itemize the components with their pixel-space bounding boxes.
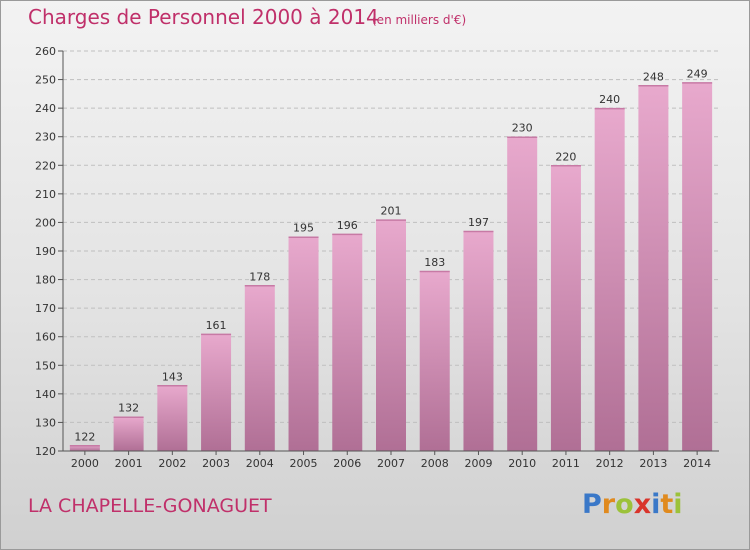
x-tick-label: 2014 (683, 457, 711, 470)
bar (550, 165, 581, 452)
y-tick-label: 170 (35, 302, 56, 315)
y-tick-label: 180 (35, 274, 56, 287)
y-tick-label: 120 (35, 445, 56, 458)
y-tick-label: 210 (35, 188, 56, 201)
bar (507, 136, 538, 451)
x-tick-label: 2006 (333, 457, 361, 470)
y-tick-label: 240 (35, 102, 56, 115)
data-label: 197 (468, 216, 489, 229)
data-label: 122 (74, 430, 95, 443)
chart-title: Charges de Personnel 2000 à 2014 (28, 5, 379, 29)
bar (594, 108, 625, 452)
bar (419, 271, 450, 451)
data-label: 178 (249, 270, 270, 283)
data-label: 220 (555, 150, 576, 163)
x-tick-label: 2007 (377, 457, 405, 470)
y-tick-label: 220 (35, 159, 56, 172)
y-tick-label: 260 (35, 45, 56, 58)
logo-letter: r (601, 489, 616, 520)
x-tick-label: 2012 (596, 457, 624, 470)
bar (376, 219, 406, 451)
x-tick-label: 2002 (158, 457, 186, 470)
x-tick-label: 2004 (246, 457, 274, 470)
data-label: 132 (118, 402, 139, 415)
data-label: 196 (337, 219, 358, 232)
data-label: 248 (643, 70, 664, 83)
y-tick-label: 190 (35, 245, 56, 258)
x-tick-label: 2003 (202, 457, 230, 470)
chart-subtitle: (en milliers d'€) (372, 13, 467, 27)
data-label: 143 (162, 370, 183, 383)
data-label: 183 (424, 256, 445, 269)
bar (682, 82, 713, 451)
x-tick-label: 2000 (71, 457, 99, 470)
data-label: 195 (293, 222, 314, 235)
y-tick-label: 230 (35, 131, 56, 144)
bar (113, 416, 144, 451)
data-label: 201 (381, 205, 402, 218)
logo-letter: i (651, 489, 661, 520)
logo-letter: i (673, 489, 683, 520)
x-tick-label: 2009 (464, 457, 492, 470)
x-tick-label: 2011 (552, 457, 580, 470)
logo-letter: x (633, 489, 652, 520)
y-tick-label: 140 (35, 388, 56, 401)
data-label: 161 (206, 319, 227, 332)
logo-letter: o (615, 489, 634, 520)
x-tick-label: 2005 (290, 457, 318, 470)
bar (201, 333, 232, 451)
bar (69, 445, 100, 451)
bar (463, 231, 494, 451)
bar (288, 236, 319, 451)
proxiti-logo: Proxiti (582, 489, 683, 520)
x-tick-label: 2010 (508, 457, 536, 470)
bar (244, 285, 275, 451)
x-tick-label: 2001 (115, 457, 143, 470)
data-label: 249 (687, 67, 708, 80)
y-tick-label: 160 (35, 331, 56, 344)
y-tick-label: 250 (35, 74, 56, 87)
x-tick-label: 2008 (421, 457, 449, 470)
bar (157, 385, 188, 451)
bar (332, 233, 363, 451)
y-tick-label: 200 (35, 216, 56, 229)
place-name: LA CHAPELLE-GONAGUET (28, 495, 272, 517)
bar (638, 85, 669, 452)
x-tick-label: 2013 (639, 457, 667, 470)
data-label: 230 (512, 122, 533, 135)
logo-letter: P (582, 489, 602, 520)
y-tick-label: 150 (35, 359, 56, 372)
y-tick-label: 130 (35, 416, 56, 429)
data-label: 240 (599, 93, 620, 106)
logo-letter: t (660, 489, 674, 520)
